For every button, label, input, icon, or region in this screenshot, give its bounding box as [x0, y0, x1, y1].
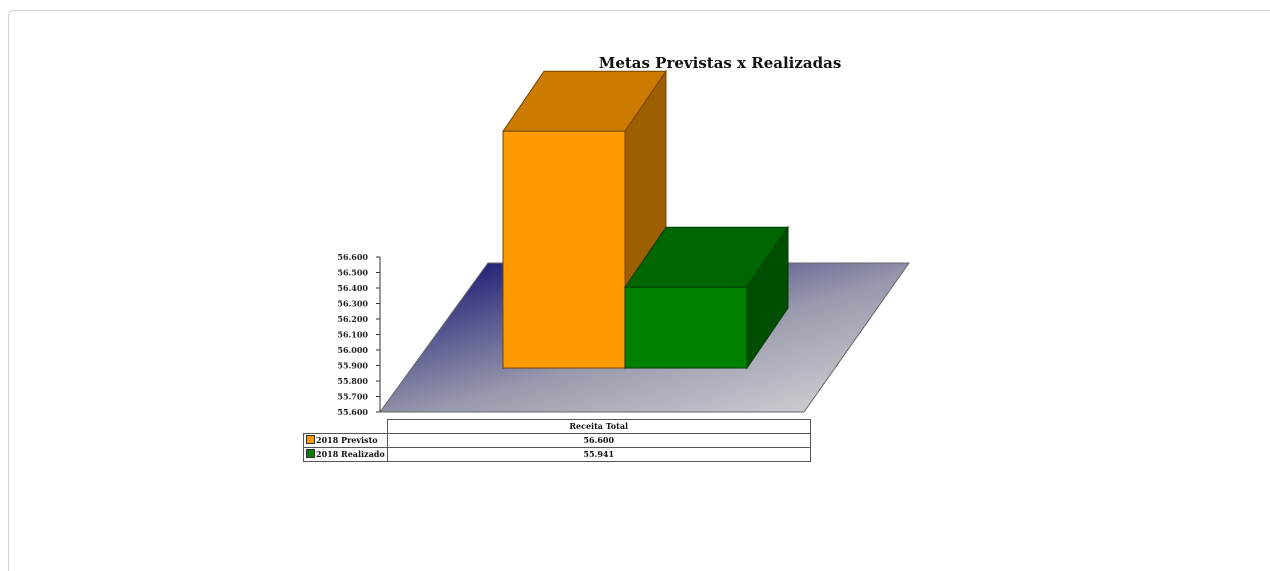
y-tick-label: 55.700 [337, 392, 368, 402]
y-axis-ticks: 55.600 55.700 55.800 55.900 56.000 56.100 56.2… [337, 252, 380, 417]
category-label: Receita Total [386, 419, 811, 434]
data-label-previsto: 56.600 [386, 433, 811, 448]
y-tick-label: 56.200 [337, 314, 368, 324]
bar-front-face [502, 130, 626, 369]
bar-realizado [624, 225, 789, 370]
y-tick-label: 56.100 [337, 330, 368, 340]
y-tick-label: 56.500 [337, 268, 368, 278]
data-table: Receita Total 2018 Previsto 56.600 2018 … [303, 419, 811, 462]
chart-plot: 55.600 55.700 55.800 55.900 56.000 56.100 56.2… [337, 69, 910, 417]
legend-label: 2018 Realizado [316, 449, 385, 459]
y-tick-label: 56.000 [337, 345, 368, 355]
legend-swatch-previsto [306, 435, 315, 444]
chart-bars [502, 69, 789, 370]
y-tick-label: 56.600 [337, 252, 368, 262]
data-table-row: 2018 Realizado 55.941 [303, 447, 811, 462]
chart-title: Metas Previstas x Realizadas [598, 54, 842, 72]
data-table-header-row: Receita Total [304, 419, 811, 434]
data-label-realizado: 55.941 [386, 447, 811, 462]
legend-entry-realizado: 2018 Realizado [303, 447, 388, 462]
bar-front-face [624, 286, 748, 369]
y-tick-label: 56.300 [337, 299, 368, 309]
data-table-row: 2018 Previsto 56.600 [303, 433, 811, 448]
y-tick-label: 55.800 [337, 376, 368, 386]
y-tick-label: 55.900 [337, 361, 368, 371]
legend-entry-previsto: 2018 Previsto [303, 433, 388, 448]
y-tick-label: 56.400 [337, 283, 368, 293]
legend-swatch-realizado [306, 449, 315, 458]
y-tick-label: 55.600 [337, 407, 368, 417]
legend-label: 2018 Previsto [316, 435, 378, 445]
